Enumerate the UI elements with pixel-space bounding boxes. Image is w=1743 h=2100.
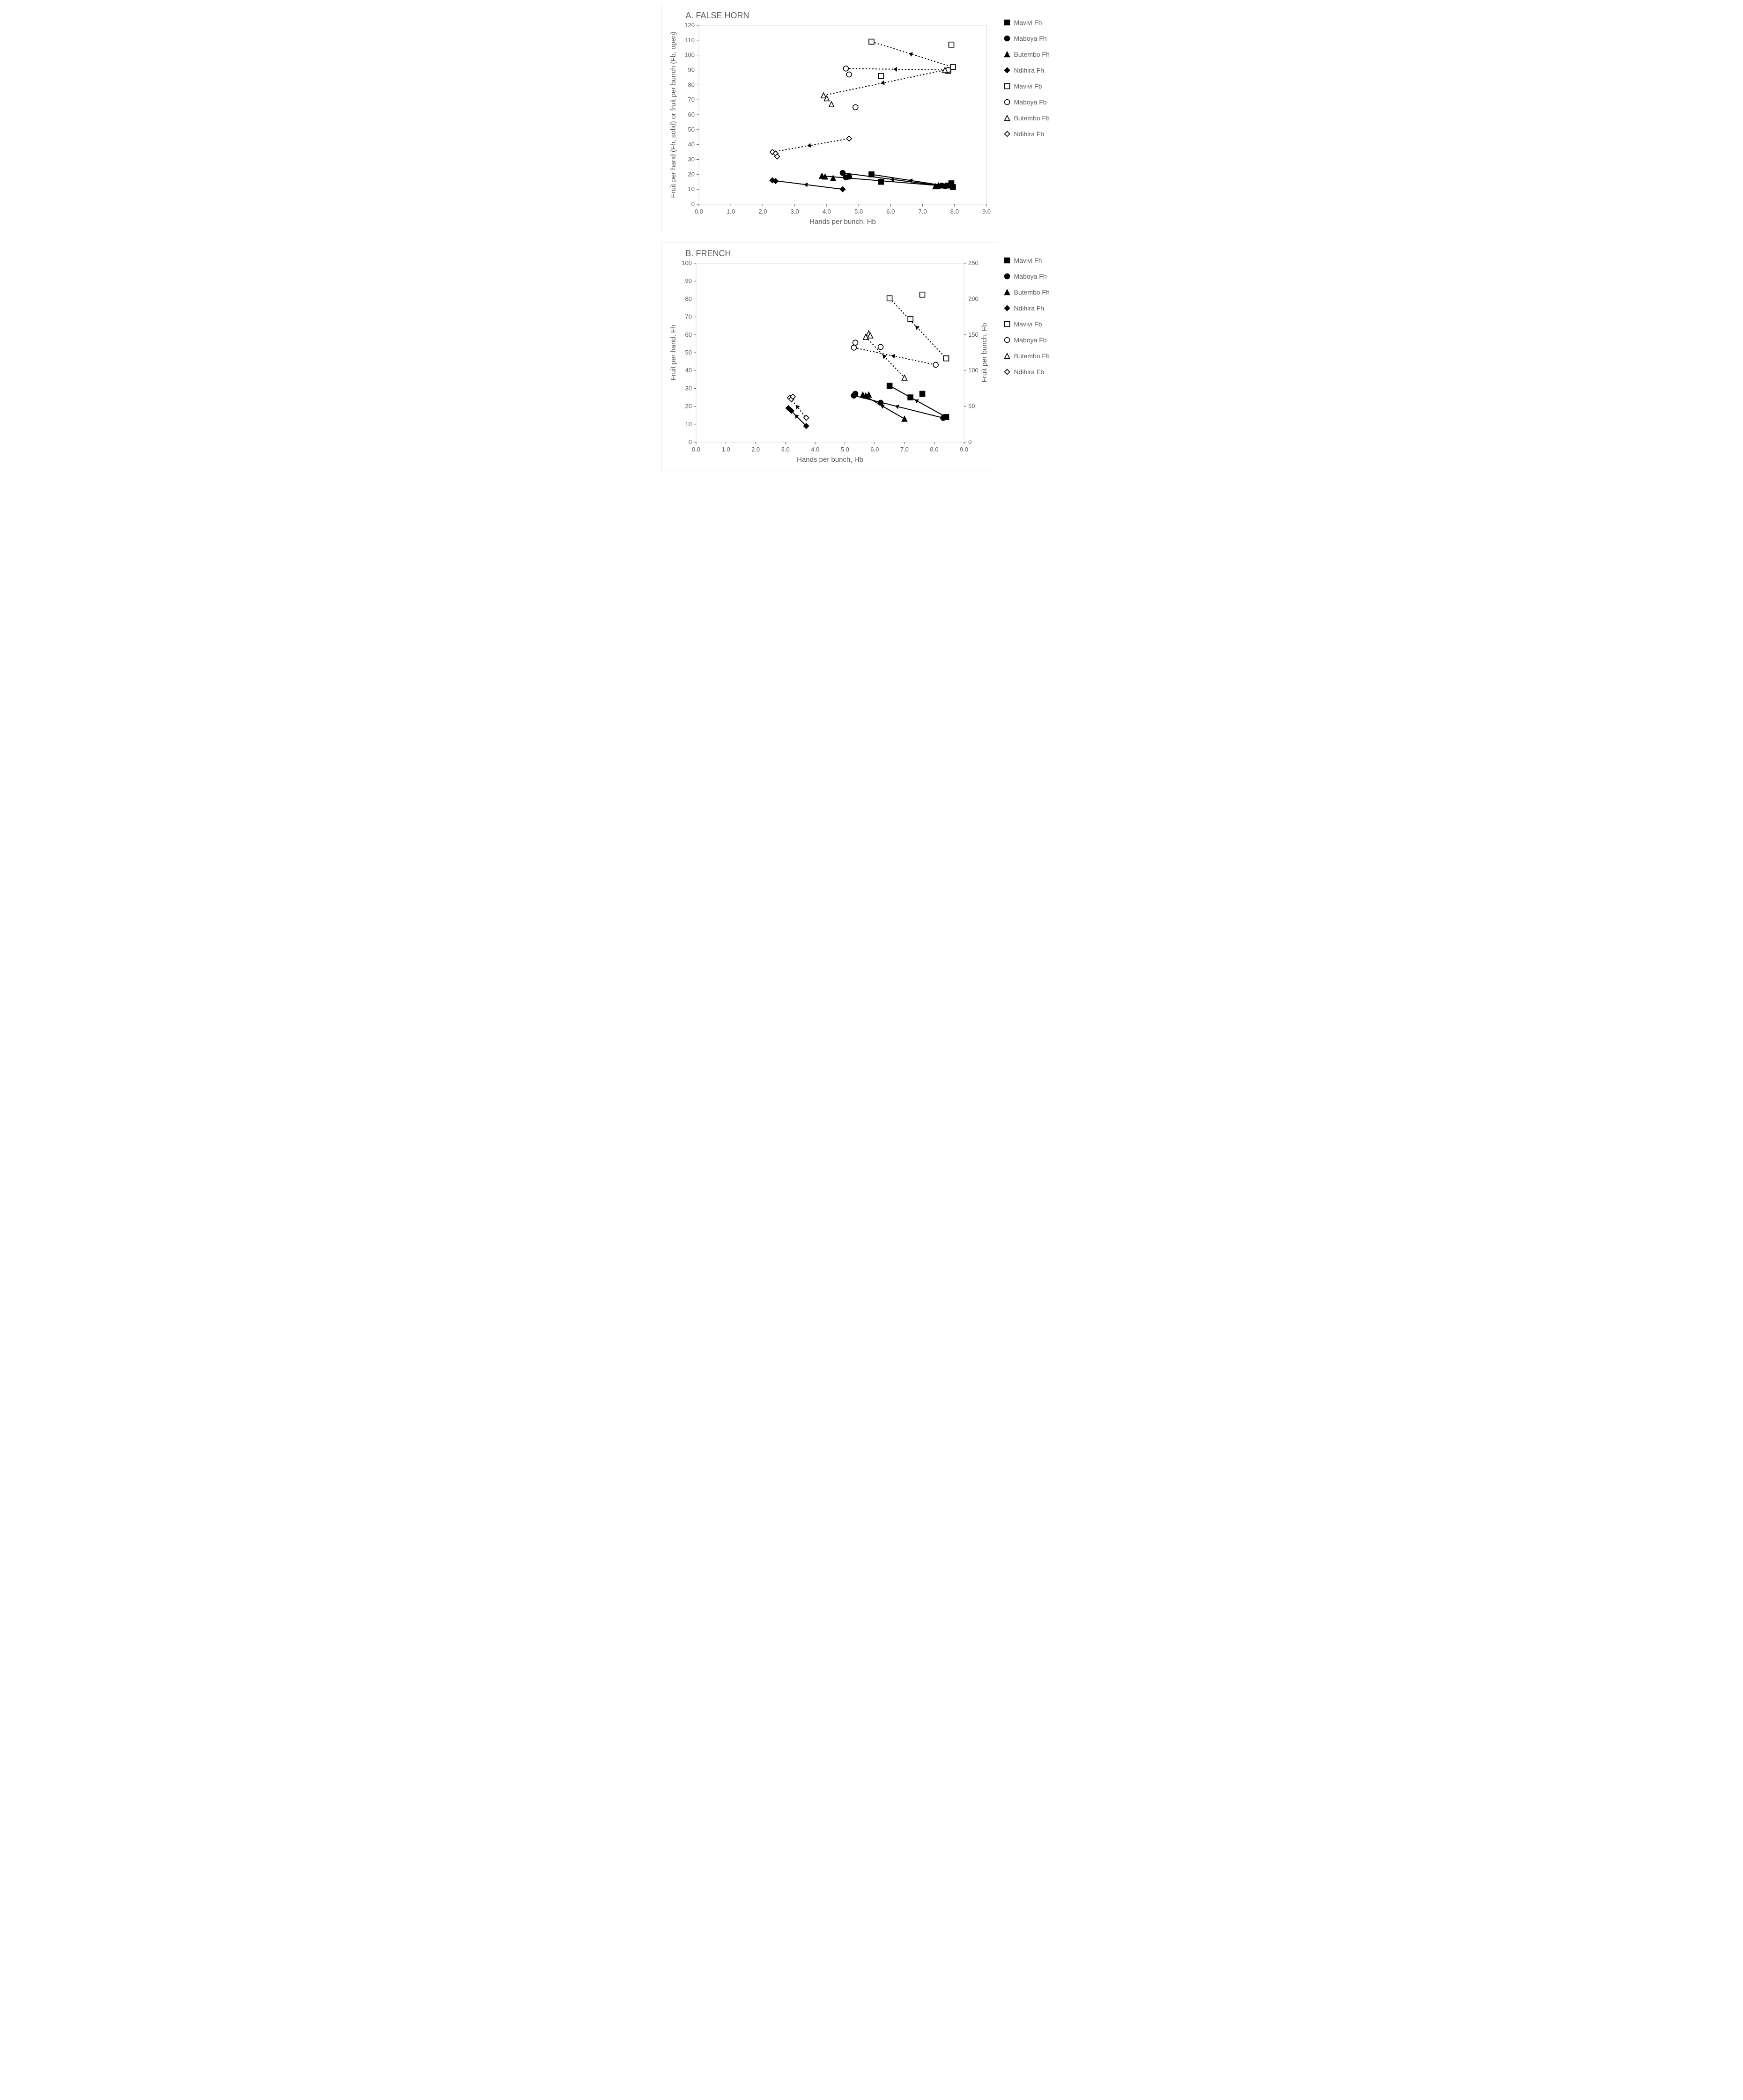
legend-label: Butembo Fb <box>1014 114 1050 122</box>
svg-text:Fruit per hand (Fh, solid) or: Fruit per hand (Fh, solid) or fruit per … <box>669 31 677 198</box>
svg-text:10: 10 <box>685 421 691 428</box>
svg-text:4.0: 4.0 <box>811 446 819 453</box>
svg-text:Hands per bunch, Hb: Hands per bunch, Hb <box>809 218 876 226</box>
svg-text:6.0: 6.0 <box>870 446 879 453</box>
legend-label: Maboya Fh <box>1014 273 1047 280</box>
legend-item: Butembo Fh <box>1003 51 1050 58</box>
svg-text:100: 100 <box>968 367 979 374</box>
svg-text:0: 0 <box>968 438 972 445</box>
legend-item: Maboya Fb <box>1003 98 1050 106</box>
legend-label: Ndihira Fh <box>1014 304 1045 312</box>
svg-text:100: 100 <box>682 260 692 266</box>
legend-label: Butembo Fb <box>1014 352 1050 360</box>
svg-text:9.0: 9.0 <box>959 446 968 453</box>
svg-text:8.0: 8.0 <box>930 446 938 453</box>
figure-b: B. FRENCH 0.0 1.0 2.0 3.0 4.0 5.0 6.0 7.0 8.0 9.0… <box>661 243 1083 471</box>
svg-text:0.0: 0.0 <box>691 446 700 453</box>
legend-item: Maboya Fh <box>1003 35 1050 42</box>
svg-text:60: 60 <box>688 111 694 118</box>
svg-text:70: 70 <box>685 313 691 320</box>
legend-label: Butembo Fh <box>1014 51 1050 58</box>
legend-label: Ndihira Fb <box>1014 130 1045 138</box>
legend-label: Mavivi Fb <box>1014 320 1042 328</box>
svg-text:50: 50 <box>688 126 694 133</box>
svg-text:50: 50 <box>685 349 691 356</box>
svg-text:50: 50 <box>968 403 975 410</box>
svg-text:80: 80 <box>688 81 694 88</box>
legend-item: Ndihira Fb <box>1003 130 1050 138</box>
legend-label: Ndihira Fb <box>1014 368 1045 376</box>
legend-item: Mavivi Fh <box>1003 257 1050 264</box>
svg-text:7.0: 7.0 <box>900 446 908 453</box>
legend-label: Butembo Fh <box>1014 288 1050 296</box>
svg-text:0.0: 0.0 <box>694 208 703 215</box>
svg-text:Fruit per hand, Fh: Fruit per hand, Fh <box>669 325 677 380</box>
svg-text:Hands per bunch, Hb: Hands per bunch, Hb <box>797 456 863 464</box>
legend-label: Maboya Fb <box>1014 98 1047 106</box>
chart-b-svg: 0.01.02.03.04.05.06.07.08.09.00102030405… <box>667 260 993 466</box>
svg-text:1.0: 1.0 <box>721 446 730 453</box>
svg-text:30: 30 <box>688 156 694 163</box>
legend-item: Ndihira Fh <box>1003 304 1050 312</box>
chart-b-legend: Mavivi Fh Maboya Fh Butembo Fh Ndihira Fh Ma… <box>998 243 1050 384</box>
legend-item: Mavivi Fb <box>1003 320 1050 328</box>
legend-label: Mavivi Fh <box>1014 257 1042 264</box>
legend-label: Maboya Fh <box>1014 35 1047 42</box>
svg-text:90: 90 <box>688 67 694 74</box>
legend-label: Mavivi Fb <box>1014 82 1042 90</box>
legend-item: Ndihira Fb <box>1003 368 1050 376</box>
legend-item: Butembo Fh <box>1003 288 1050 296</box>
legend-item: Maboya Fh <box>1003 273 1050 280</box>
svg-text:4.0: 4.0 <box>822 208 831 215</box>
chart-b-title: B. FRENCH <box>686 249 992 259</box>
svg-text:Fruit per bunch, Fb: Fruit per bunch, Fb <box>980 323 988 383</box>
svg-text:40: 40 <box>688 141 694 148</box>
svg-text:80: 80 <box>685 295 691 302</box>
svg-text:0: 0 <box>691 200 694 207</box>
svg-text:9.0: 9.0 <box>982 208 990 215</box>
svg-text:2.0: 2.0 <box>758 208 767 215</box>
legend-label: Mavivi Fh <box>1014 19 1042 26</box>
svg-text:0: 0 <box>688 438 691 445</box>
svg-text:8.0: 8.0 <box>950 208 958 215</box>
legend-item: Maboya Fb <box>1003 336 1050 344</box>
svg-text:10: 10 <box>688 185 694 192</box>
figure-a: A. FALSE HORN 0.0 1.0 2.0 3.0 4.0 5.0 6.0 7.0 8.… <box>661 5 1083 233</box>
legend-item: Butembo Fb <box>1003 352 1050 360</box>
legend-item: Mavivi Fh <box>1003 19 1050 26</box>
svg-text:2.0: 2.0 <box>751 446 760 453</box>
svg-text:5.0: 5.0 <box>840 446 849 453</box>
chart-a-svg: 0.0 1.0 2.0 3.0 4.0 5.0 6.0 7.0 8.0 9.0 0 10 20 30 40 5… <box>667 22 993 229</box>
svg-text:7.0: 7.0 <box>918 208 927 215</box>
legend-item: Butembo Fb <box>1003 114 1050 122</box>
svg-text:90: 90 <box>685 277 691 284</box>
svg-text:100: 100 <box>684 52 695 59</box>
svg-text:40: 40 <box>685 367 691 374</box>
svg-text:5.0: 5.0 <box>854 208 863 215</box>
svg-text:250: 250 <box>968 260 979 266</box>
svg-text:60: 60 <box>685 331 691 338</box>
svg-text:150: 150 <box>968 331 979 338</box>
svg-text:20: 20 <box>685 403 691 410</box>
svg-text:70: 70 <box>688 96 694 103</box>
legend-label: Maboya Fb <box>1014 336 1047 344</box>
chart-a-legend: Mavivi Fh Maboya Fh Butembo Fh Ndihira Fh Ma… <box>998 5 1050 146</box>
svg-text:3.0: 3.0 <box>790 208 799 215</box>
svg-text:120: 120 <box>684 22 695 29</box>
svg-text:6.0: 6.0 <box>886 208 895 215</box>
svg-text:20: 20 <box>688 170 694 177</box>
svg-text:3.0: 3.0 <box>781 446 789 453</box>
svg-text:1.0: 1.0 <box>727 208 735 215</box>
svg-text:110: 110 <box>685 37 695 44</box>
legend-item: Ndihira Fh <box>1003 67 1050 74</box>
svg-text:30: 30 <box>685 385 691 392</box>
svg-text:200: 200 <box>968 295 979 302</box>
legend-item: Mavivi Fb <box>1003 82 1050 90</box>
legend-label: Ndihira Fh <box>1014 67 1045 74</box>
chart-a-title: A. FALSE HORN <box>686 11 992 21</box>
